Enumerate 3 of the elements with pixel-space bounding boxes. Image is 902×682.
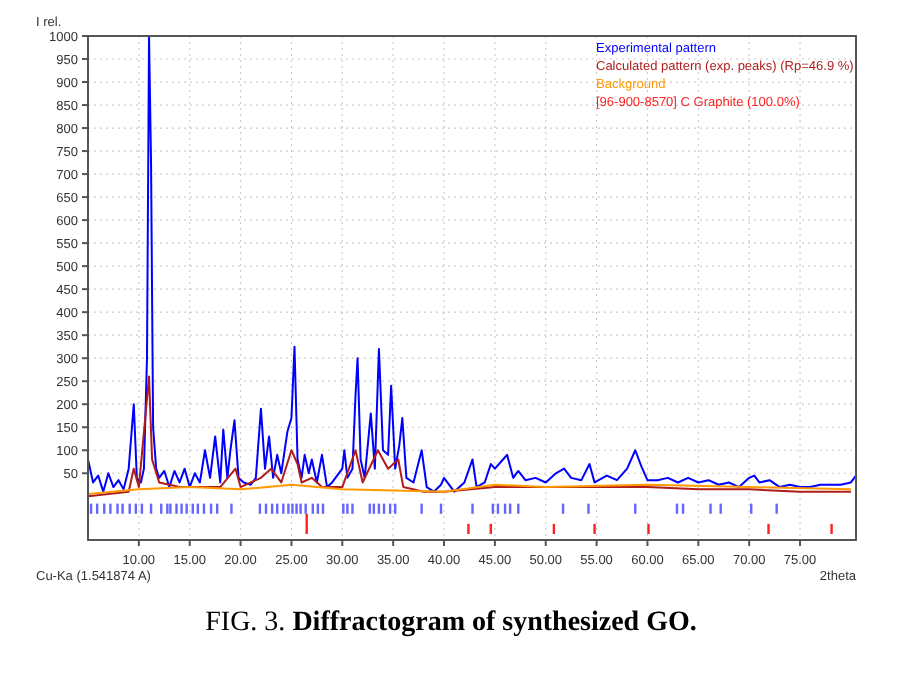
- line-series: [88, 375, 852, 498]
- line-series: [88, 36, 856, 493]
- text: FIG. 3. Diffractogram of synthesized GO.: [205, 608, 697, 638]
